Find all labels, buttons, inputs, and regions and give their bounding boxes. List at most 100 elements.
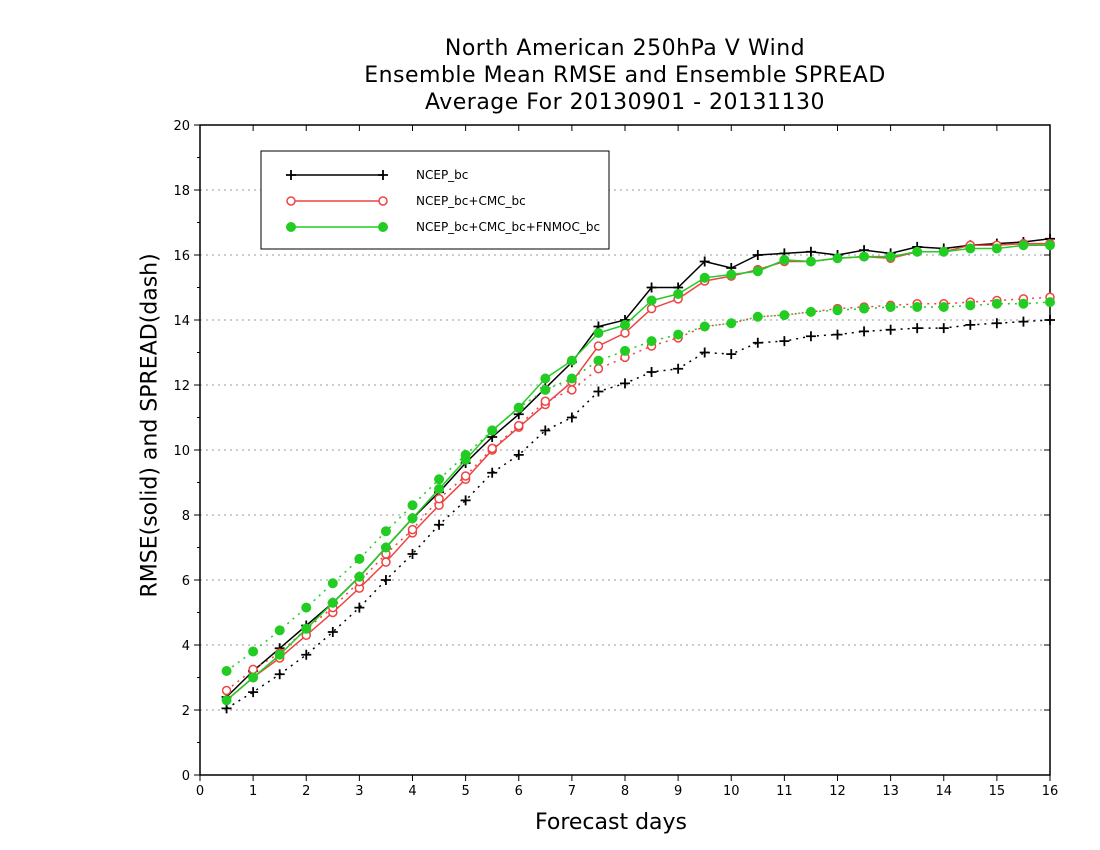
data-point-rmse-2 [1018, 240, 1029, 251]
data-point-rmse-2 [593, 328, 604, 338]
data-point-spread-2 [752, 311, 763, 322]
data-point-spread-0 [380, 575, 391, 585]
chart-title-line-1: North American 250hPa V Wind [444, 36, 806, 61]
series-line-spread-0 [226, 319, 1051, 710]
data-point-spread-2 [354, 553, 365, 564]
x-tick-label: 13 [882, 784, 899, 799]
data-point-spread-2 [832, 305, 843, 316]
data-point-spread-0 [1018, 316, 1029, 327]
data-point-spread-2 [912, 302, 923, 312]
x-tick-label: 2 [302, 784, 310, 799]
chart-title-line-2: Ensemble Mean RMSE and Ensemble SPREAD [364, 63, 886, 88]
data-point-spread-2 [434, 474, 445, 485]
data-point-rmse-1 [620, 328, 630, 338]
data-point-spread-0 [434, 519, 445, 530]
legend-box [260, 150, 610, 250]
data-point-spread-0 [885, 324, 896, 335]
x-tick-label: 15 [989, 784, 1006, 799]
x-tick-label: 4 [408, 784, 416, 799]
data-point-spread-0 [752, 337, 763, 348]
data-point-spread-0 [407, 549, 418, 559]
data-point-spread-1 [460, 471, 471, 481]
legend-label: NCEP_bc+CMC_bc+FNMOC_bc [416, 220, 600, 234]
data-point-spread-2 [859, 303, 870, 314]
data-point-spread-0 [274, 669, 285, 680]
x-tick-label: 3 [355, 784, 363, 799]
data-point-spread-1 [540, 396, 551, 406]
series-line-rmse-2 [226, 244, 1050, 701]
data-point-rmse-2 [832, 253, 843, 264]
x-tick-label: 16 [1042, 784, 1059, 799]
data-point-spread-2 [885, 302, 896, 312]
data-point-spread-2 [938, 302, 949, 312]
data-point-rmse-2 [380, 542, 391, 553]
data-point-spread-0 [646, 367, 657, 377]
data-point-spread-1 [221, 685, 232, 696]
data-point-spread-0 [726, 349, 737, 360]
data-point-spread-1 [593, 364, 604, 374]
data-point-spread-0 [301, 649, 312, 660]
data-point-spread-2 [673, 329, 684, 340]
data-point-spread-1 [514, 420, 524, 431]
data-point-spread-0 [327, 627, 338, 637]
data-point-rmse-2 [1045, 240, 1055, 251]
data-point-spread-0 [912, 323, 923, 334]
data-point-rmse-2 [646, 295, 657, 306]
y-tick-label: 20 [173, 119, 190, 134]
chart-title-line-3: Average For 20130901 - 20131130 [424, 90, 826, 115]
legend-marker [378, 196, 388, 206]
y-tick-label: 10 [173, 444, 190, 459]
data-point-rmse-1 [381, 557, 391, 567]
data-point-spread-0 [938, 323, 949, 334]
data-point-rmse-2 [779, 254, 790, 265]
data-point-rmse-2 [274, 649, 285, 660]
y-tick-label: 18 [173, 184, 190, 199]
data-point-spread-2 [726, 318, 737, 329]
data-point-rmse-2 [221, 695, 232, 706]
legend-marker [378, 222, 388, 232]
y-tick-label: 0 [182, 769, 190, 784]
x-tick-label: 9 [674, 784, 682, 799]
data-point-rmse-2 [991, 243, 1002, 254]
data-point-rmse-2 [726, 269, 737, 280]
y-axis-title: RMSE(solid) and SPREAD(dash) [137, 253, 163, 598]
y-tick-label: 2 [182, 704, 190, 719]
data-point-rmse-2 [434, 484, 445, 494]
data-point-spread-1 [487, 443, 497, 454]
data-point-rmse-0 [699, 256, 710, 267]
data-point-rmse-2 [938, 246, 949, 257]
legend-marker [286, 196, 296, 206]
data-point-spread-2 [965, 300, 976, 311]
x-tick-label: 11 [776, 784, 793, 799]
data-point-spread-0 [540, 425, 551, 436]
data-point-spread-2 [540, 384, 551, 395]
data-point-rmse-1 [646, 303, 657, 314]
data-point-spread-2 [513, 402, 524, 413]
data-point-spread-2 [248, 646, 259, 657]
data-point-rmse-2 [859, 251, 870, 262]
data-point-spread-2 [274, 625, 285, 636]
data-point-rmse-2 [699, 272, 710, 283]
data-point-spread-2 [1045, 297, 1055, 308]
legend-marker [286, 222, 296, 232]
data-point-spread-0 [991, 318, 1002, 329]
data-point-rmse-0 [752, 250, 763, 260]
legend-label: NCEP_bc [416, 168, 468, 182]
x-tick-label: 12 [829, 784, 846, 799]
x-tick-label: 10 [723, 784, 740, 799]
x-tick-label: 7 [568, 784, 576, 799]
data-point-spread-0 [832, 329, 843, 340]
y-tick-label: 8 [182, 509, 190, 524]
y-tick-label: 14 [173, 314, 190, 329]
x-tick-label: 6 [515, 784, 523, 799]
data-point-spread-0 [965, 319, 976, 330]
data-point-rmse-2 [248, 672, 259, 683]
data-point-rmse-2 [327, 597, 338, 608]
data-point-spread-0 [805, 331, 816, 342]
data-point-spread-2 [327, 578, 338, 589]
data-point-spread-1 [248, 664, 258, 675]
series-line-rmse-0 [226, 238, 1051, 698]
data-point-spread-2 [805, 306, 816, 317]
